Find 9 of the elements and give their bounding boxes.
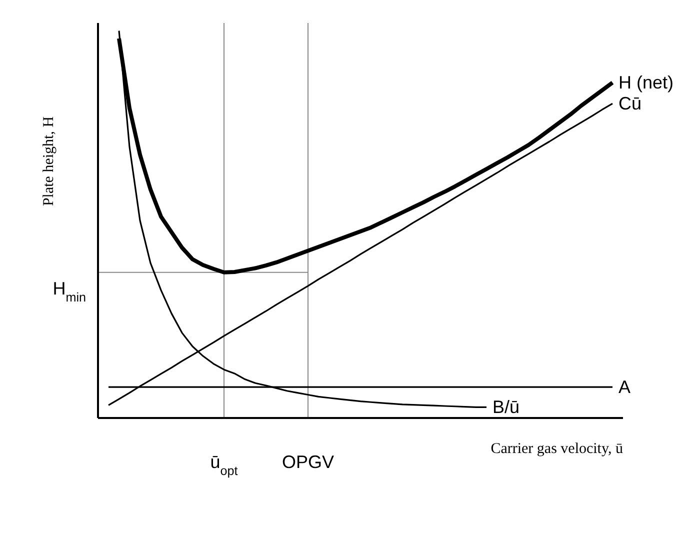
y-axis-title: Plate height, H: [41, 116, 57, 206]
text: OPGV: [282, 452, 334, 472]
ref-line-label: H$_{min}$: [52, 278, 86, 304]
series-label: H (net): [618, 72, 674, 93]
series-label: Cū: [618, 94, 642, 114]
x-axis-title: Carrier gas velocity, ū: [490, 441, 624, 457]
text: ū$_{opt}$: [210, 452, 238, 478]
series-label: B/ū: [492, 397, 520, 418]
series-label: A: [618, 377, 631, 398]
